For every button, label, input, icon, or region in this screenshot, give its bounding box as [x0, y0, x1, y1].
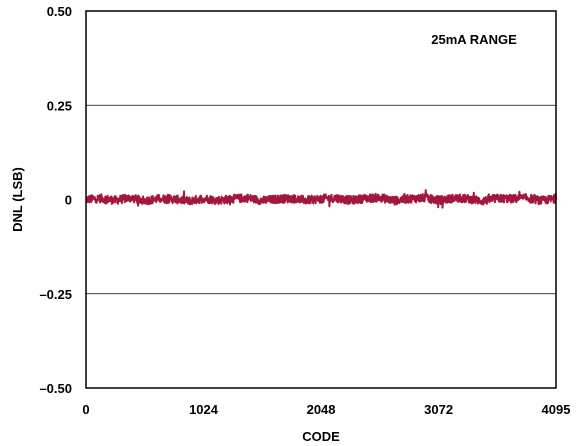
gridlines: [86, 104, 556, 295]
series-group: [85, 189, 557, 209]
range-annotation: 25mA RANGE: [431, 32, 517, 47]
y-tick-label: –0.50: [39, 381, 72, 396]
x-tick-label: 4095: [542, 402, 571, 417]
plot-frame: [85, 10, 557, 389]
dnl-series-line: [85, 189, 557, 209]
x-tick-labels: 0 1024 2048 3072 4095: [82, 402, 570, 417]
y-tick-labels: 0.50 0.25 0 –0.25 –0.50: [39, 4, 72, 396]
x-tick-label: 0: [82, 402, 89, 417]
y-tick-label: 0: [65, 193, 72, 208]
y-axis-title: DNL (LSB): [10, 167, 25, 232]
y-tick-label: 0.25: [47, 98, 72, 113]
y-tick-label: –0.25: [39, 287, 72, 302]
x-tick-label: 3072: [424, 402, 453, 417]
x-tick-label: 2048: [307, 402, 336, 417]
x-tick-label: 1024: [189, 402, 219, 417]
y-tick-label: 0.50: [47, 4, 72, 19]
x-axis-title: CODE: [302, 429, 340, 444]
